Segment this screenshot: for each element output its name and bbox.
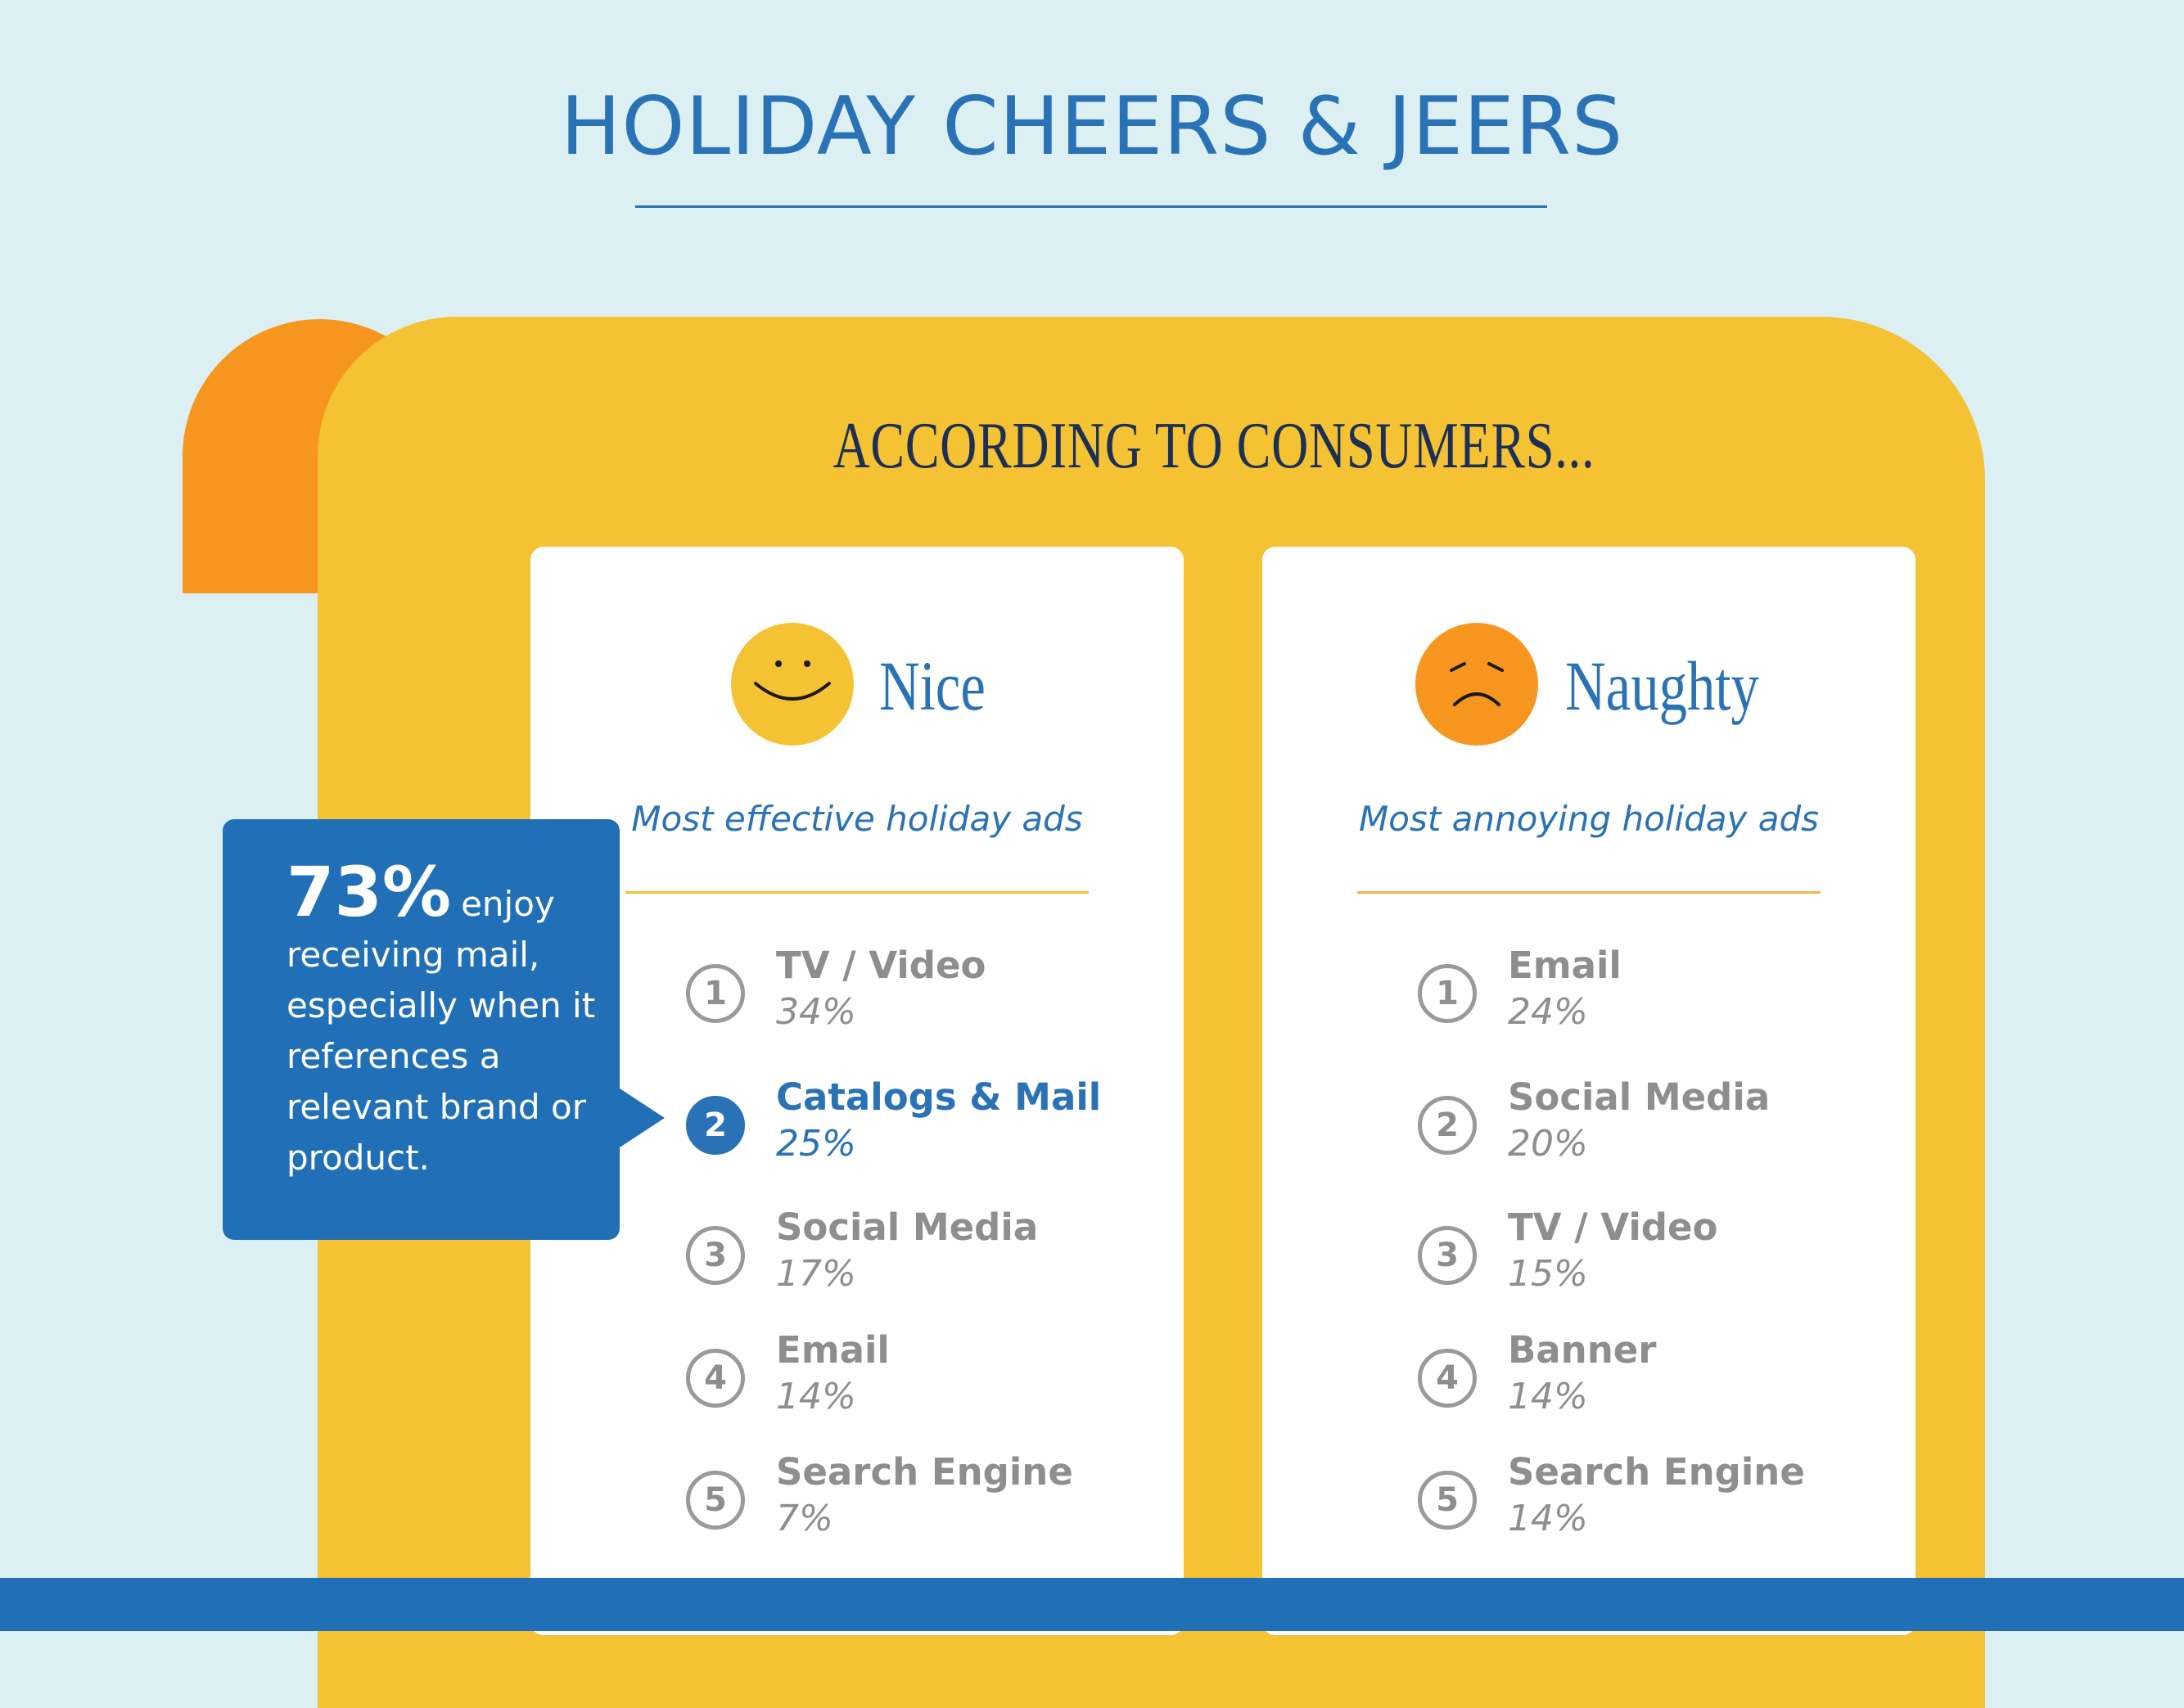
naughty-subtitle: Most annoying holiday ads	[1359, 799, 1819, 839]
rank-percent: 25%	[776, 1123, 856, 1165]
callout-text: enjoy receiving mail, especially when it…	[287, 884, 596, 1178]
rank-label: Social Media	[776, 1206, 1039, 1249]
rank-percent: 14%	[1508, 1376, 1588, 1417]
mail-stat-callout: 73% enjoy receiving mail, especially when…	[223, 819, 620, 1240]
naughty-title: Naughty	[1565, 647, 1759, 725]
rank-percent: 7%	[776, 1498, 833, 1539]
rank-percent: 17%	[776, 1253, 856, 1295]
rank-label: Catalogs & Mail	[776, 1075, 1102, 1119]
subheading: ACCORDING TO CONSUMERS...	[267, 409, 1970, 483]
rank-number-badge: 5	[1418, 1471, 1477, 1530]
list-item-highlighted: 2 Catalogs & Mail 25%	[530, 1075, 1184, 1192]
list-item: 4 Email 14%	[530, 1328, 1184, 1445]
rank-number-badge: 3	[1418, 1226, 1477, 1285]
nice-divider	[625, 891, 1089, 894]
list-item: 3 TV / Video 15%	[1262, 1206, 1916, 1323]
rank-label: Email	[776, 1328, 890, 1372]
footer-bar	[0, 1578, 2184, 1631]
smiley-face-icon	[731, 623, 854, 746]
rank-percent: 34%	[776, 991, 856, 1033]
rank-number-badge: 5	[686, 1471, 745, 1530]
callout-stat: 73%	[287, 852, 452, 932]
rank-label: Social Media	[1508, 1075, 1771, 1119]
callout-pointer	[617, 1087, 665, 1149]
rank-number-badge: 1	[1418, 964, 1477, 1023]
list-item: 5 Search Engine 7%	[530, 1450, 1184, 1567]
rank-label: Email	[1508, 944, 1622, 987]
rank-label: TV / Video	[1508, 1206, 1718, 1249]
rank-percent: 20%	[1508, 1123, 1588, 1165]
rank-percent: 14%	[1508, 1498, 1588, 1539]
rank-label: Search Engine	[776, 1450, 1073, 1494]
rank-label: Banner	[1508, 1328, 1657, 1372]
callout-body: 73% enjoy receiving mail, especially when…	[287, 858, 606, 1183]
list-item: 5 Search Engine 14%	[1262, 1450, 1916, 1567]
subheading-text: ACCORDING TO CONSUMERS...	[833, 410, 1595, 482]
title-divider	[635, 205, 1547, 208]
rank-label: Search Engine	[1508, 1450, 1805, 1494]
rank-label: TV / Video	[776, 944, 986, 987]
naughty-divider	[1357, 891, 1821, 894]
list-item: 1 TV / Video 34%	[530, 944, 1184, 1061]
naughty-card: Naughty Most annoying holiday ads 1 Emai…	[1262, 547, 1916, 1635]
rank-number-badge: 4	[686, 1349, 745, 1408]
rank-percent: 15%	[1508, 1253, 1588, 1295]
rank-number-badge: 2	[1418, 1096, 1477, 1155]
list-item: 2 Social Media 20%	[1262, 1075, 1916, 1192]
nice-subtitle: Most effective holiday ads	[631, 799, 1083, 839]
list-item: 1 Email 24%	[1262, 944, 1916, 1061]
frowning-face-icon	[1415, 623, 1538, 746]
rank-number-badge: 1	[686, 964, 745, 1023]
nice-title: Nice	[879, 647, 986, 725]
rank-percent: 24%	[1508, 991, 1588, 1033]
rank-number-badge: 4	[1418, 1349, 1477, 1408]
rank-percent: 14%	[776, 1376, 856, 1417]
list-item: 3 Social Media 17%	[530, 1206, 1184, 1323]
list-item: 4 Banner 14%	[1262, 1328, 1916, 1445]
rank-number-badge: 3	[686, 1226, 745, 1285]
page-title: HOLIDAY CHEERS & JEERS	[560, 80, 1624, 174]
rank-number-badge: 2	[686, 1096, 745, 1155]
